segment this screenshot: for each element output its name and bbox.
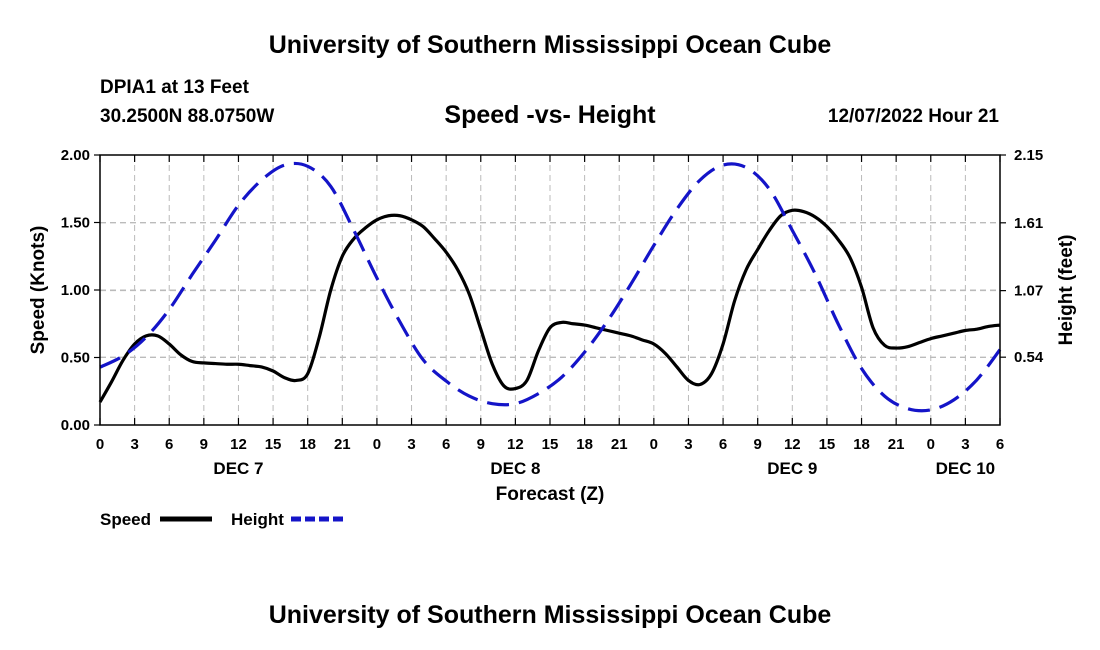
x-tick-label: 9 — [477, 436, 485, 453]
axes: 0 3 6 9 12 15 18 21 0 3 6 9 12 15 18 21 0 3 6 9 12 15 18 21 0 3 6D… — [61, 147, 1044, 478]
y-tick-label-left: 0.00 — [61, 417, 90, 434]
x-tick-label: 12 — [230, 436, 247, 453]
x-tick-label: 18 — [299, 436, 316, 453]
y-tick-label-right: 1.07 — [1014, 283, 1043, 300]
y-tick-label-left: 1.50 — [61, 215, 90, 232]
x-tick-label: 6 — [996, 436, 1004, 453]
x-tick-label: 21 — [334, 436, 351, 453]
x-tick-label: 0 — [650, 436, 658, 453]
grid — [100, 155, 1000, 425]
x-tick-label: 18 — [576, 436, 593, 453]
x-tick-label: 21 — [611, 436, 628, 453]
legend-height-label: Height — [231, 510, 284, 529]
x-tick-label: 6 — [442, 436, 450, 453]
x-tick-label: 6 — [165, 436, 173, 453]
series-height-line — [99, 161, 1002, 413]
day-label: DEC 8 — [490, 459, 540, 478]
x-tick-label: 3 — [407, 436, 415, 453]
y-tick-label-left: 0.50 — [61, 350, 90, 367]
chart-footer-title: University of Southern Mississippi Ocean… — [268, 601, 832, 629]
series-speed-line — [98, 208, 1001, 403]
x-tick-label: 12 — [784, 436, 801, 453]
x-tick-label: 3 — [961, 436, 969, 453]
x-tick-label: 0 — [96, 436, 104, 453]
x-tick-label: 6 — [719, 436, 727, 453]
station-label: DPIA1 at 13 Feet — [100, 77, 249, 98]
datetime-label: 12/07/2022 Hour 21 — [827, 106, 999, 127]
day-label: DEC 10 — [936, 459, 996, 478]
series-layer — [98, 161, 1002, 413]
y-tick-label-right: 2.15 — [1014, 147, 1043, 164]
y-tick-label-right: 0.54 — [1014, 349, 1044, 366]
legend-speed-label: Speed — [100, 510, 151, 529]
y-axis-label-right: Height (feet) — [1056, 235, 1077, 346]
x-tick-label: 21 — [888, 436, 905, 453]
day-label: DEC 7 — [213, 459, 263, 478]
x-axis-label: Forecast (Z) — [496, 484, 605, 505]
chart-subtitle: Speed -vs- Height — [444, 101, 656, 129]
y-axis-label-left: Speed (Knots) — [28, 226, 49, 355]
coordinates-label: 30.2500N 88.0750W — [100, 106, 275, 127]
x-tick-label: 15 — [542, 436, 559, 453]
x-tick-label: 12 — [507, 436, 524, 453]
chart-main-title: University of Southern Mississippi Ocean… — [268, 31, 832, 59]
x-tick-label: 3 — [684, 436, 692, 453]
x-tick-label: 3 — [130, 436, 138, 453]
x-tick-label: 18 — [853, 436, 870, 453]
day-label: DEC 9 — [767, 459, 817, 478]
x-tick-label: 9 — [200, 436, 208, 453]
y-tick-label-left: 1.00 — [61, 282, 90, 299]
y-tick-label-left: 2.00 — [61, 147, 90, 164]
x-tick-label: 15 — [819, 436, 836, 453]
x-tick-label: 0 — [373, 436, 381, 453]
x-tick-label: 0 — [927, 436, 935, 453]
legend: Speed Height — [100, 510, 343, 529]
x-tick-label: 15 — [265, 436, 282, 453]
y-tick-label-right: 1.61 — [1014, 215, 1043, 232]
x-tick-label: 9 — [754, 436, 762, 453]
